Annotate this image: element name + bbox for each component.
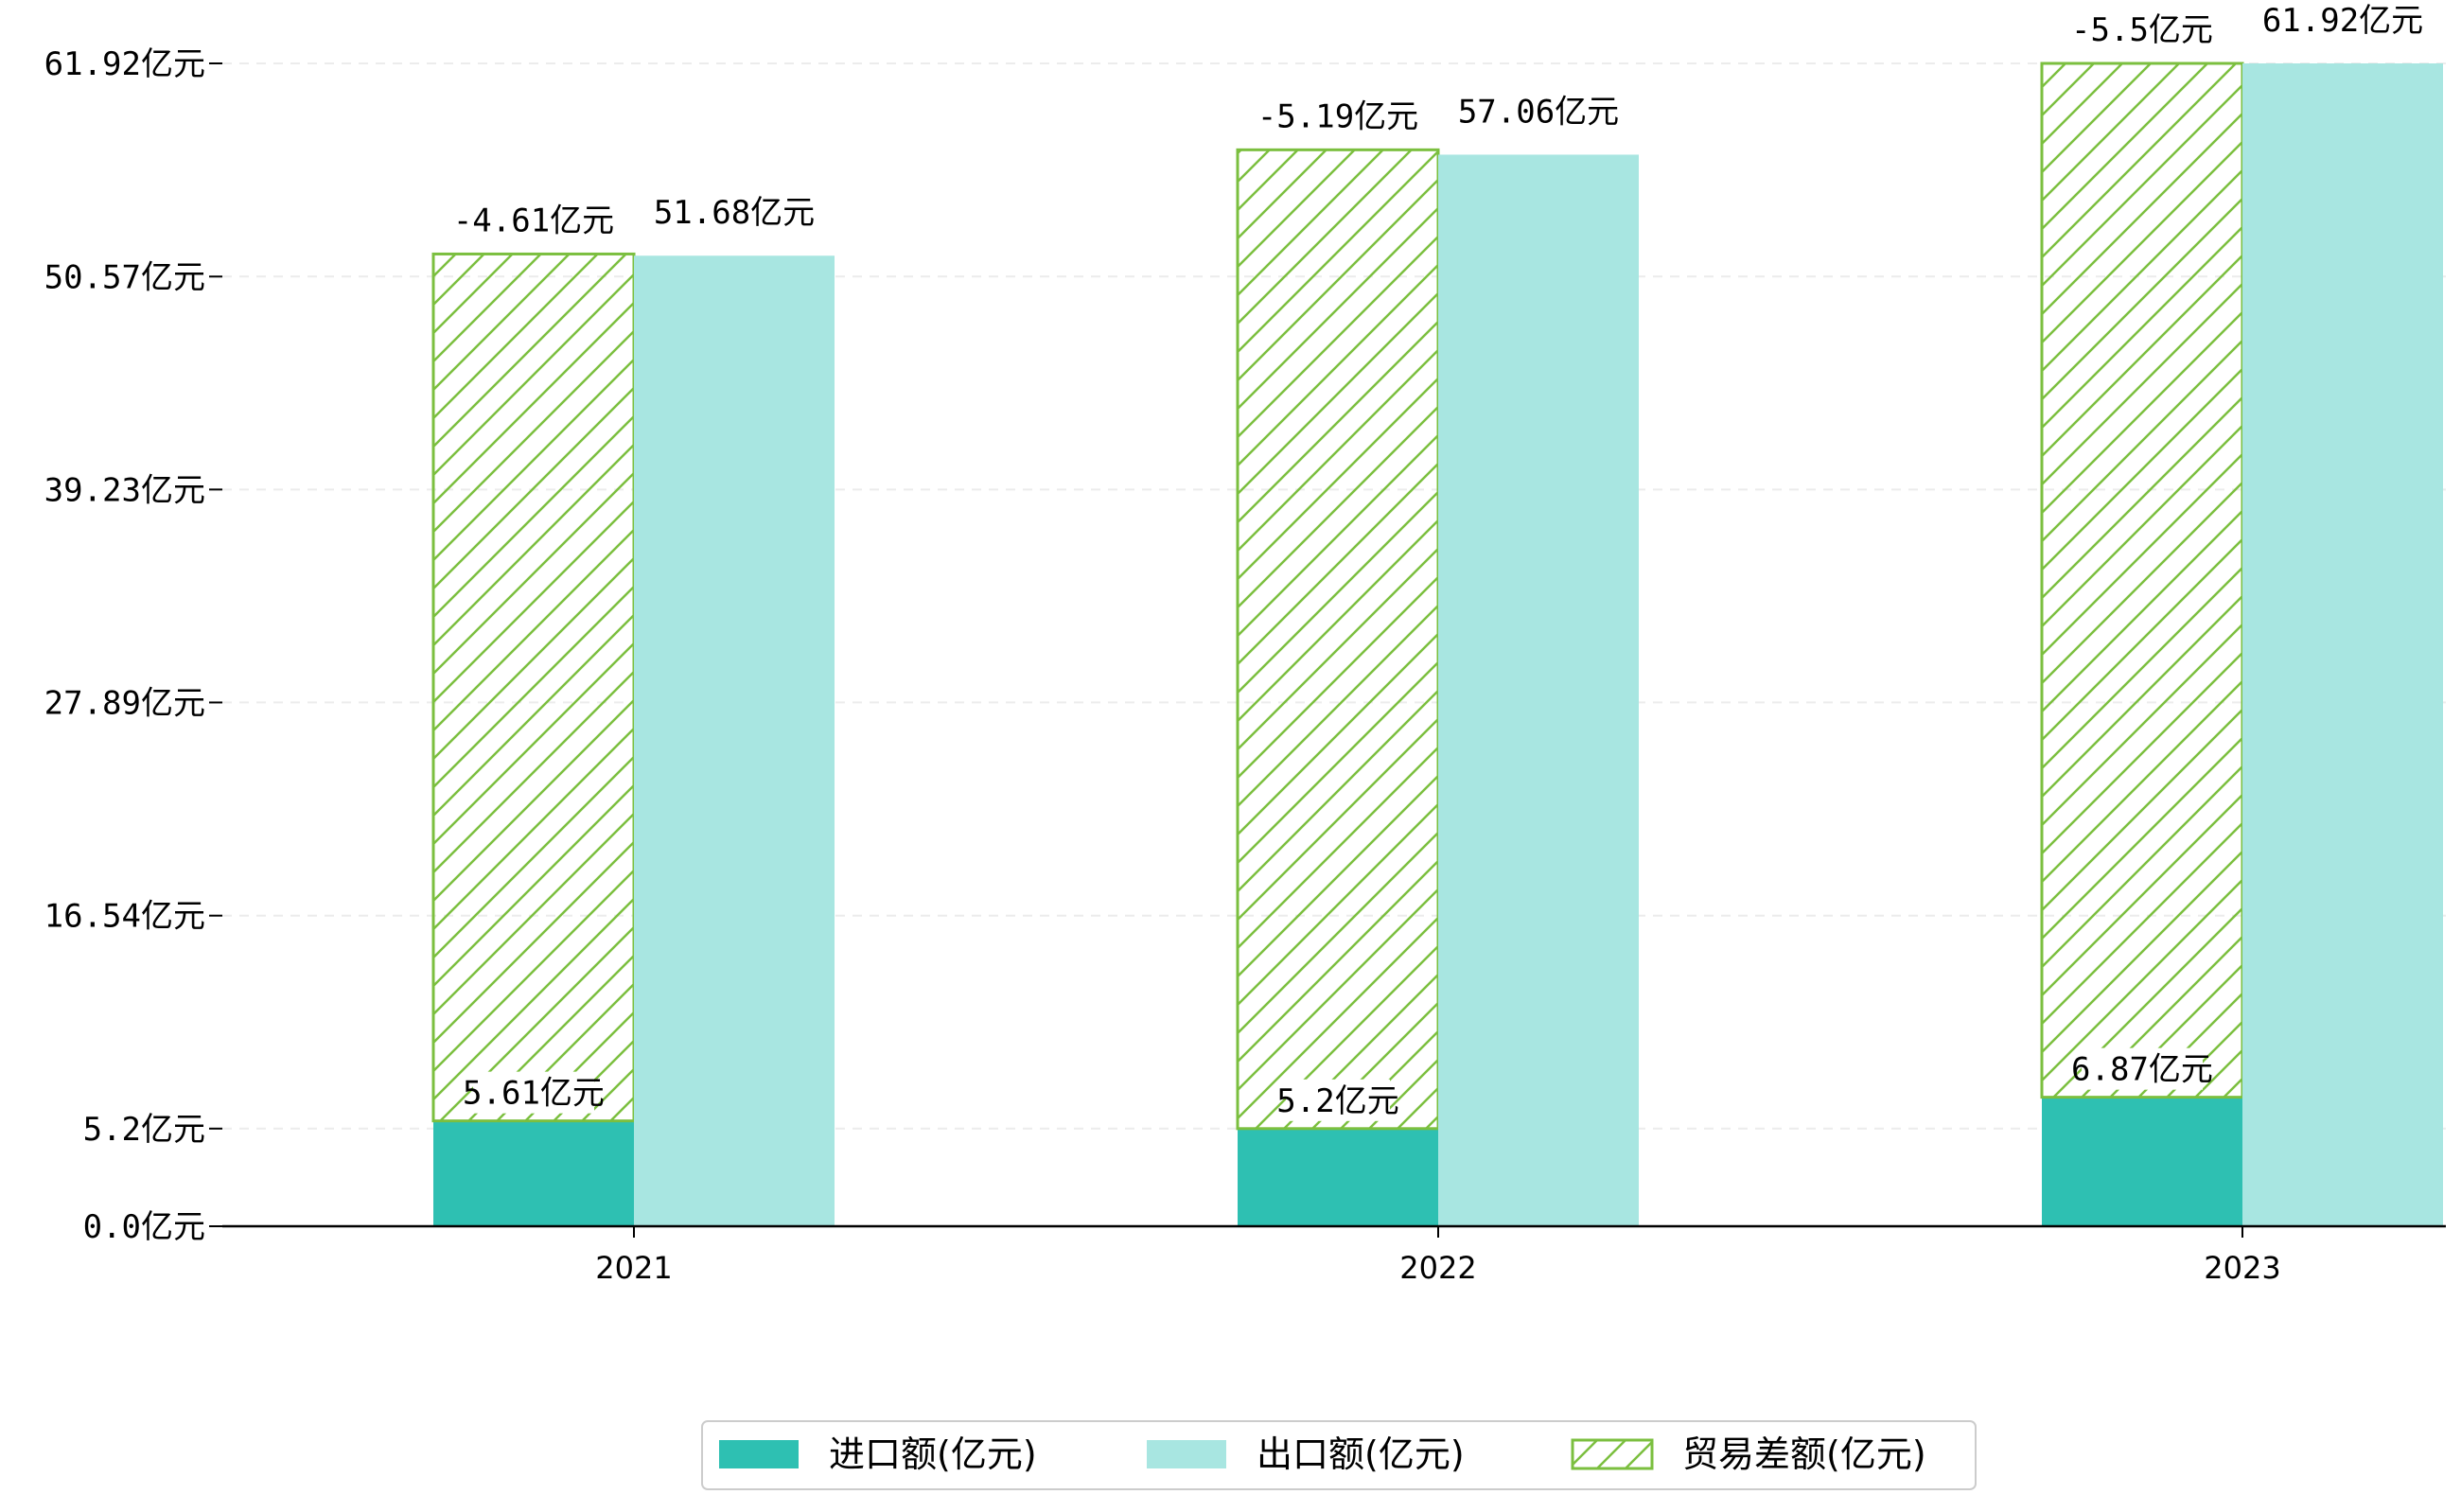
export-bar <box>1438 154 1639 1227</box>
x-tick-label: 2021 <box>595 1250 672 1286</box>
import-value-label-bg <box>1286 1079 1390 1121</box>
balance-value-label-bg <box>1269 95 1407 137</box>
import-value-label: 6.87亿元 <box>2071 1051 2213 1089</box>
import-bar <box>2042 1097 2242 1226</box>
y-tick-label: 27.89亿元 <box>44 684 205 722</box>
axes: 0.0亿元 5.2亿元 16.54亿元 27.89亿元 39.23亿元 50.57亿元 61… <box>44 45 2446 1286</box>
export-bar <box>2242 63 2443 1226</box>
export-value-label-bg <box>2274 0 2412 41</box>
trade-balance-bar <box>2040 62 2244 1099</box>
legend-export-swatch <box>1147 1440 1226 1468</box>
import-value-label-bg <box>2082 1047 2203 1090</box>
import-bar <box>433 1120 634 1226</box>
export-value-label-bg <box>1469 90 1608 132</box>
export-bar <box>634 255 835 1226</box>
trade-balance-bar <box>1236 148 1440 1131</box>
import-value-label: 5.2亿元 <box>1276 1082 1398 1120</box>
import-bar <box>1238 1128 1438 1226</box>
balance-value-label-bg <box>2082 9 2203 50</box>
balance-value-label: -4.61亿元 <box>453 202 614 239</box>
y-tick-label: 39.23亿元 <box>44 471 205 509</box>
y-tick-label: 50.57亿元 <box>44 258 205 296</box>
bars <box>431 62 2443 1227</box>
x-tick-label: 2023 <box>2204 1250 2280 1286</box>
legend-balance-swatch <box>1571 1438 1654 1470</box>
data-labels: 5.61亿元 -4.61亿元 51.68亿元 5.2亿元 -5.19亿元 57.06亿元 6… <box>453 0 2423 1121</box>
trade-balance-bar <box>431 252 636 1123</box>
y-tick-label: 0.0亿元 <box>83 1208 205 1246</box>
y-tick-label: 61.92亿元 <box>44 45 205 83</box>
legend-balance-label: 贸易差额(亿元) <box>1682 1433 1926 1475</box>
y-tick-label: 5.2亿元 <box>83 1111 205 1149</box>
legend-box <box>701 1420 1977 1490</box>
legend-export-label: 出口额(亿元) <box>1257 1433 1465 1475</box>
import-value-label-bg <box>473 1071 594 1114</box>
x-tick-label: 2022 <box>1399 1250 1476 1286</box>
balance-value-label-bg <box>465 199 603 241</box>
legend-import-swatch <box>719 1440 799 1468</box>
export-value-label: 61.92亿元 <box>2262 2 2423 40</box>
export-value-label: 57.06亿元 <box>1458 93 1619 131</box>
export-value-label: 51.68亿元 <box>654 194 815 232</box>
legend-import-label: 进口额(亿元) <box>829 1433 1037 1475</box>
balance-value-label: -5.19亿元 <box>1257 97 1418 135</box>
balance-value-label: -5.5亿元 <box>2071 11 2213 49</box>
legend: 进口额(亿元) 出口额(亿元) 贸易差额(亿元) <box>701 1420 1977 1490</box>
export-value-label-bg <box>665 191 803 234</box>
import-value-label: 5.61亿元 <box>463 1075 605 1113</box>
y-tick-label: 16.54亿元 <box>44 898 205 936</box>
